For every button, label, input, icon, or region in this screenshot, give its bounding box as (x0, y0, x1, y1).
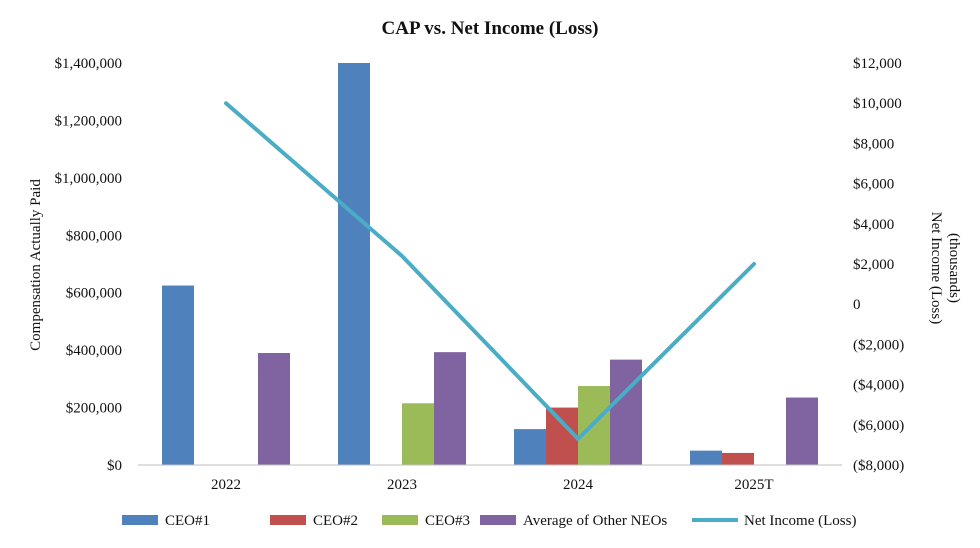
legend-swatch (382, 515, 418, 525)
x-tick-label: 2024 (563, 477, 594, 493)
y-tick-label: $1,200,000 (55, 113, 123, 129)
y-tick-label: $600,000 (66, 286, 122, 302)
y-axis-label: Compensation Actually Paid (28, 179, 44, 351)
bar-ceo-2-2024 (546, 407, 578, 465)
chart-title: CAP vs. Net Income (Loss) (382, 18, 599, 39)
y-tick-label: $200,000 (66, 401, 122, 417)
y-tick-label: $400,000 (66, 343, 122, 359)
legend-label: CEO#1 (165, 513, 210, 529)
y2-tick-label: $8,000 (853, 136, 894, 152)
bar-ceo-3-2023 (402, 403, 434, 465)
bar-ceo-1-2024 (514, 429, 546, 465)
bar-average-of-other-neos-2023 (434, 352, 466, 465)
y2-tick-label: 0 (853, 297, 861, 313)
y2-tick-label: ($6,000) (853, 418, 904, 434)
y2-tick-label: $2,000 (853, 257, 894, 273)
bar-ceo-2-2025t (722, 452, 754, 465)
x-axis-ticks: 2022 2023 2024 2025T (211, 477, 774, 493)
bar-ceo-1-2023 (338, 63, 370, 465)
bar-ceo-1-2025t (690, 450, 722, 465)
x-tick-label: 2022 (211, 477, 241, 493)
legend-label: Net Income (Loss) (744, 513, 856, 529)
y2-tick-label: $12,000 (853, 56, 902, 72)
y2-tick-label: ($4,000) (853, 378, 904, 394)
y-tick-label: $1,400,000 (55, 56, 123, 72)
x-tick-label: 2023 (387, 477, 417, 493)
legend-swatch (480, 515, 516, 525)
bar-series-group (162, 63, 818, 465)
net-income-line (224, 101, 756, 441)
y-axis-ticks: $0 $200,000 $400,000 $600,000 $800,000 $1,000… (55, 56, 123, 474)
bar-average-of-other-neos-2025t (786, 397, 818, 465)
y2-tick-label: $6,000 (853, 177, 894, 193)
bar-average-of-other-neos-2022 (258, 353, 290, 465)
legend-label: Average of Other NEOs (523, 513, 667, 529)
legend: CEO#1 CEO#2 CEO#3 Average of Other NEOs Net … (122, 513, 856, 529)
y2-tick-label: $10,000 (853, 96, 902, 112)
y-tick-label: $0 (107, 458, 122, 474)
y2-tick-label: $4,000 (853, 217, 894, 233)
y2-axis-label-line1: Net Income (Loss) (928, 212, 944, 324)
legend-label: CEO#3 (425, 513, 470, 529)
y2-tick-label: ($8,000) (853, 458, 904, 474)
y2-axis-label-line2: (thousands) (946, 233, 962, 303)
y-tick-label: $800,000 (66, 228, 122, 244)
legend-label: CEO#2 (313, 513, 358, 529)
x-tick-label: 2025T (734, 477, 773, 493)
bar-average-of-other-neos-2024 (610, 359, 642, 465)
legend-swatch (270, 515, 306, 525)
bar-ceo-1-2022 (162, 285, 194, 465)
y2-axis-ticks: ($8,000) ($6,000) ($4,000) ($2,000) 0 $2,000 $… (853, 56, 904, 474)
y2-tick-label: ($2,000) (853, 337, 904, 353)
legend-swatch (122, 515, 158, 525)
net-income-line-group (224, 101, 756, 441)
y-tick-label: $1,000,000 (55, 171, 123, 187)
